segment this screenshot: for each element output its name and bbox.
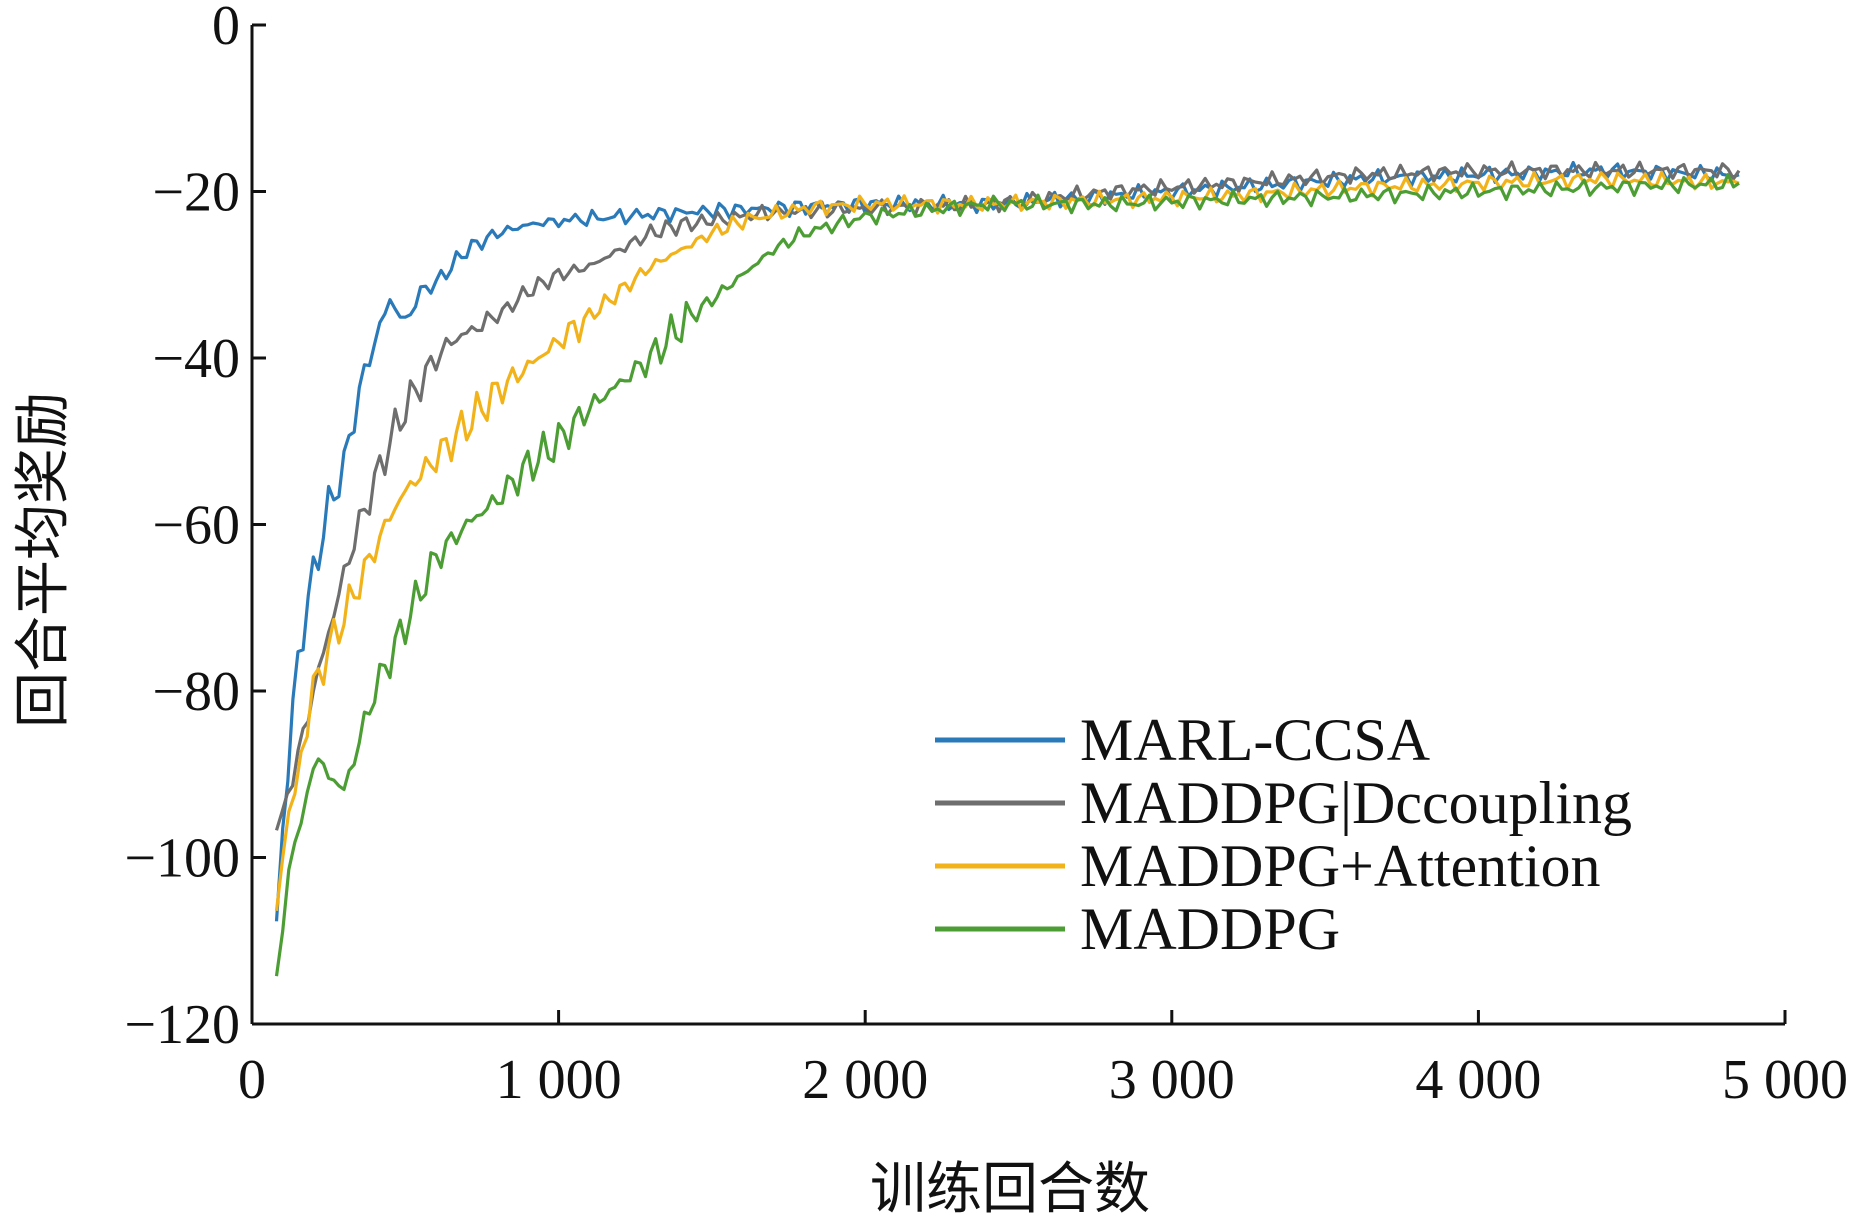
series-line xyxy=(274,173,1740,977)
ticks: 0 1 000 2 000 3 000 4 000 5 000 0 −20 −40 −60 −80 −… xyxy=(124,0,1848,1111)
y-tick-label: −80 xyxy=(152,661,240,723)
legend-label: MADDPG+Attention xyxy=(1080,833,1601,899)
y-tick-label: −60 xyxy=(152,495,240,557)
y-tick-label: −40 xyxy=(152,328,240,390)
legend: MARL-CCSAMADDPG|DccouplingMADDPG+Attenti… xyxy=(935,707,1632,962)
y-tick-label: −120 xyxy=(124,994,240,1056)
x-axis-title: 训练回合数 xyxy=(870,1157,1150,1222)
x-tick-label: 4 000 xyxy=(1415,1049,1541,1111)
x-tick-label: 5 000 xyxy=(1722,1049,1848,1111)
x-tick-label: 1 000 xyxy=(496,1049,622,1111)
legend-label: MADDPG|Dccoupling xyxy=(1080,770,1632,836)
y-tick-label: −20 xyxy=(152,162,240,224)
legend-label: MADDPG xyxy=(1080,896,1340,962)
y-tick-label: 0 xyxy=(212,0,240,57)
x-tick-label: 3 000 xyxy=(1109,1049,1235,1111)
legend-label: MARL-CCSA xyxy=(1080,707,1430,773)
series-lines xyxy=(274,160,1741,977)
y-axis-title: 回合平均奖励 xyxy=(11,392,76,728)
series-line xyxy=(274,160,1741,831)
x-tick-label: 2 000 xyxy=(802,1049,928,1111)
y-tick-label: −100 xyxy=(124,828,240,890)
x-tick-label: 0 xyxy=(238,1049,266,1111)
series-line xyxy=(274,160,1740,922)
